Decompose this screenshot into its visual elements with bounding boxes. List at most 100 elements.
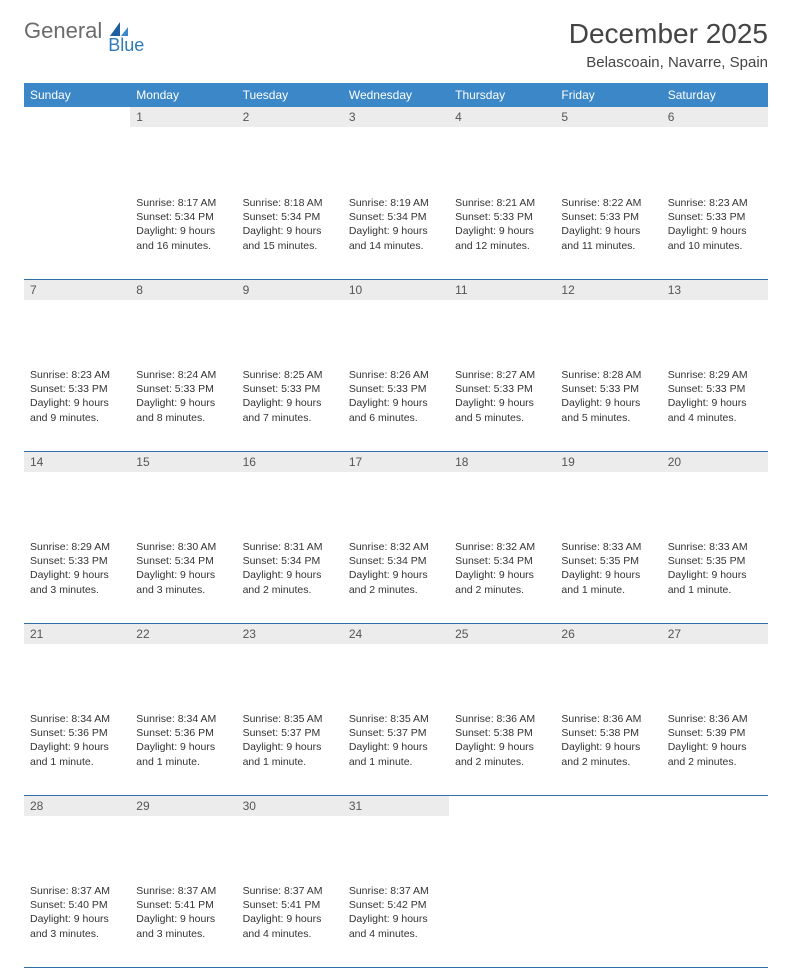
daylight-text: Daylight: 9 hours and 3 minutes.	[30, 912, 124, 940]
sunrise-text: Sunrise: 8:33 AM	[668, 540, 762, 554]
day-content: Sunrise: 8:18 AMSunset: 5:34 PMDaylight:…	[237, 193, 343, 259]
day-number	[555, 796, 661, 816]
day-number	[24, 107, 130, 127]
day-number: 25	[449, 624, 555, 644]
daylight-text: Daylight: 9 hours and 2 minutes.	[349, 568, 443, 596]
title-block: December 2025 Belascoain, Navarre, Spain	[569, 18, 768, 71]
daylight-text: Daylight: 9 hours and 14 minutes.	[349, 224, 443, 252]
day-number: 27	[662, 624, 768, 644]
day-cell: Sunrise: 8:32 AMSunset: 5:34 PMDaylight:…	[343, 537, 449, 623]
day-content: Sunrise: 8:21 AMSunset: 5:33 PMDaylight:…	[449, 193, 555, 259]
sunrise-text: Sunrise: 8:24 AM	[136, 368, 230, 382]
day-cell: Sunrise: 8:21 AMSunset: 5:33 PMDaylight:…	[449, 193, 555, 279]
day-cell	[662, 881, 768, 967]
daylight-text: Daylight: 9 hours and 4 minutes.	[243, 912, 337, 940]
day-content-row: Sunrise: 8:29 AMSunset: 5:33 PMDaylight:…	[24, 537, 768, 623]
sunrise-text: Sunrise: 8:35 AM	[349, 712, 443, 726]
day-content	[24, 193, 130, 202]
day-number-cell: 21	[24, 623, 130, 709]
day-content: Sunrise: 8:28 AMSunset: 5:33 PMDaylight:…	[555, 365, 661, 431]
day-content: Sunrise: 8:24 AMSunset: 5:33 PMDaylight:…	[130, 365, 236, 431]
sunrise-text: Sunrise: 8:28 AM	[561, 368, 655, 382]
daylight-text: Daylight: 9 hours and 10 minutes.	[668, 224, 762, 252]
day-cell: Sunrise: 8:17 AMSunset: 5:34 PMDaylight:…	[130, 193, 236, 279]
day-content: Sunrise: 8:32 AMSunset: 5:34 PMDaylight:…	[449, 537, 555, 603]
daylight-text: Daylight: 9 hours and 9 minutes.	[30, 396, 124, 424]
day-cell: Sunrise: 8:29 AMSunset: 5:33 PMDaylight:…	[24, 537, 130, 623]
location-label: Belascoain, Navarre, Spain	[569, 54, 768, 71]
daylight-text: Daylight: 9 hours and 3 minutes.	[30, 568, 124, 596]
day-cell: Sunrise: 8:29 AMSunset: 5:33 PMDaylight:…	[662, 365, 768, 451]
day-cell: Sunrise: 8:37 AMSunset: 5:41 PMDaylight:…	[237, 881, 343, 967]
day-content-row: Sunrise: 8:23 AMSunset: 5:33 PMDaylight:…	[24, 365, 768, 451]
day-cell: Sunrise: 8:18 AMSunset: 5:34 PMDaylight:…	[237, 193, 343, 279]
sunrise-text: Sunrise: 8:37 AM	[243, 884, 337, 898]
day-cell: Sunrise: 8:22 AMSunset: 5:33 PMDaylight:…	[555, 193, 661, 279]
sunrise-text: Sunrise: 8:23 AM	[30, 368, 124, 382]
sunset-text: Sunset: 5:34 PM	[349, 210, 443, 224]
sunset-text: Sunset: 5:40 PM	[30, 898, 124, 912]
weekday-header: Friday	[555, 83, 661, 107]
day-number-cell	[449, 795, 555, 881]
day-content: Sunrise: 8:32 AMSunset: 5:34 PMDaylight:…	[343, 537, 449, 603]
day-content: Sunrise: 8:36 AMSunset: 5:39 PMDaylight:…	[662, 709, 768, 775]
daylight-text: Daylight: 9 hours and 1 minute.	[349, 740, 443, 768]
day-content: Sunrise: 8:33 AMSunset: 5:35 PMDaylight:…	[662, 537, 768, 603]
day-content: Sunrise: 8:33 AMSunset: 5:35 PMDaylight:…	[555, 537, 661, 603]
day-cell: Sunrise: 8:31 AMSunset: 5:34 PMDaylight:…	[237, 537, 343, 623]
sunset-text: Sunset: 5:41 PM	[136, 898, 230, 912]
day-cell: Sunrise: 8:36 AMSunset: 5:39 PMDaylight:…	[662, 709, 768, 795]
day-content-row: Sunrise: 8:34 AMSunset: 5:36 PMDaylight:…	[24, 709, 768, 795]
daylight-text: Daylight: 9 hours and 1 minute.	[30, 740, 124, 768]
day-cell: Sunrise: 8:37 AMSunset: 5:42 PMDaylight:…	[343, 881, 449, 967]
sunrise-text: Sunrise: 8:21 AM	[455, 196, 549, 210]
daylight-text: Daylight: 9 hours and 6 minutes.	[349, 396, 443, 424]
daylight-text: Daylight: 9 hours and 1 minute.	[243, 740, 337, 768]
sunset-text: Sunset: 5:34 PM	[136, 210, 230, 224]
day-number: 19	[555, 452, 661, 472]
brand-part1: General	[24, 18, 102, 44]
daylight-text: Daylight: 9 hours and 3 minutes.	[136, 912, 230, 940]
day-number-cell: 8	[130, 279, 236, 365]
day-cell: Sunrise: 8:33 AMSunset: 5:35 PMDaylight:…	[662, 537, 768, 623]
day-number: 3	[343, 107, 449, 127]
day-number-cell: 2	[237, 107, 343, 193]
day-cell: Sunrise: 8:26 AMSunset: 5:33 PMDaylight:…	[343, 365, 449, 451]
day-number-cell: 10	[343, 279, 449, 365]
daylight-text: Daylight: 9 hours and 15 minutes.	[243, 224, 337, 252]
day-number: 11	[449, 280, 555, 300]
day-number-cell: 15	[130, 451, 236, 537]
daylight-text: Daylight: 9 hours and 5 minutes.	[455, 396, 549, 424]
sunrise-text: Sunrise: 8:18 AM	[243, 196, 337, 210]
day-cell: Sunrise: 8:35 AMSunset: 5:37 PMDaylight:…	[343, 709, 449, 795]
sunrise-text: Sunrise: 8:23 AM	[668, 196, 762, 210]
sunrise-text: Sunrise: 8:36 AM	[668, 712, 762, 726]
sunrise-text: Sunrise: 8:19 AM	[349, 196, 443, 210]
sunrise-text: Sunrise: 8:35 AM	[243, 712, 337, 726]
day-number: 10	[343, 280, 449, 300]
sunset-text: Sunset: 5:38 PM	[561, 726, 655, 740]
weekday-header: Wednesday	[343, 83, 449, 107]
weekday-header: Saturday	[662, 83, 768, 107]
sunrise-text: Sunrise: 8:26 AM	[349, 368, 443, 382]
sunset-text: Sunset: 5:35 PM	[668, 554, 762, 568]
sunset-text: Sunset: 5:37 PM	[243, 726, 337, 740]
sunset-text: Sunset: 5:35 PM	[561, 554, 655, 568]
weekday-header: Sunday	[24, 83, 130, 107]
day-number: 4	[449, 107, 555, 127]
day-number-cell: 31	[343, 795, 449, 881]
daylight-text: Daylight: 9 hours and 11 minutes.	[561, 224, 655, 252]
daylight-text: Daylight: 9 hours and 5 minutes.	[561, 396, 655, 424]
day-content	[449, 881, 555, 890]
daylight-text: Daylight: 9 hours and 1 minute.	[136, 740, 230, 768]
sunset-text: Sunset: 5:42 PM	[349, 898, 443, 912]
day-number-row: 28293031	[24, 795, 768, 881]
day-cell: Sunrise: 8:28 AMSunset: 5:33 PMDaylight:…	[555, 365, 661, 451]
day-content: Sunrise: 8:37 AMSunset: 5:40 PMDaylight:…	[24, 881, 130, 947]
day-number: 14	[24, 452, 130, 472]
sunrise-text: Sunrise: 8:34 AM	[136, 712, 230, 726]
daylight-text: Daylight: 9 hours and 2 minutes.	[668, 740, 762, 768]
sunrise-text: Sunrise: 8:31 AM	[243, 540, 337, 554]
day-number-cell: 25	[449, 623, 555, 709]
day-number: 24	[343, 624, 449, 644]
